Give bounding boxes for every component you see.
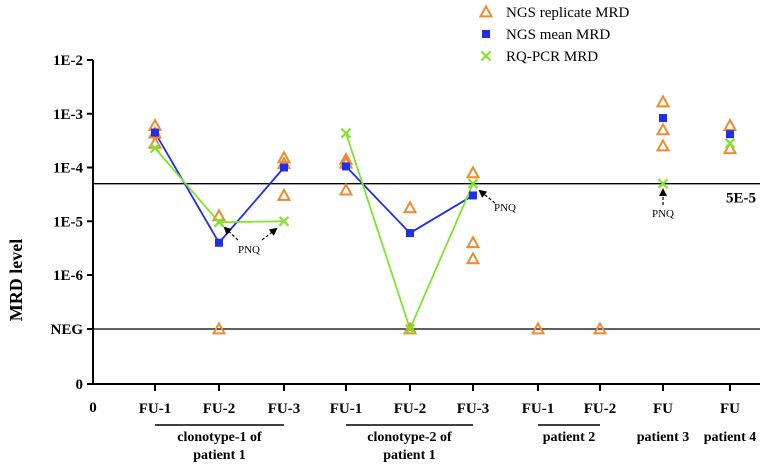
data-point-ngs-replicate-mrd	[276, 187, 292, 201]
data-point-ngs-mean-mrd	[151, 128, 159, 137]
data-point-ngs-replicate-mrd	[465, 251, 481, 265]
data-point-ngs-replicate-mrd	[402, 321, 418, 335]
legend-label: NGS mean MRD	[506, 27, 610, 43]
data-point-ngs-replicate-mrd	[655, 94, 671, 108]
data-point-ngs-mean-mrd	[215, 238, 223, 247]
data-point-ngs-replicate-mrd	[211, 321, 227, 335]
x-tick-label: FU-2	[203, 401, 236, 417]
axes: 1E-2 1E-3 1E-4 1E-5 1E-6 NEG 00 FU-1 FU-2 FU-3 FU-…	[50, 53, 760, 463]
x-tick-label: FU-2	[394, 401, 427, 417]
group-label: clonotype-2 of	[367, 430, 452, 445]
legend-marker	[482, 30, 490, 38]
y-tick-label: 0	[76, 377, 84, 393]
annotation-arrow	[261, 227, 278, 241]
data-point-ngs-replicate-mrd	[465, 165, 481, 179]
data-point-rq-pcr-mrd	[213, 217, 225, 228]
data-point-ngs-mean-mrd	[280, 163, 288, 172]
data-point-ngs-mean-mrd	[659, 114, 667, 123]
annotation-arrow	[223, 226, 239, 241]
x-tick-label: FU	[720, 401, 740, 417]
series-lines	[154, 132, 474, 332]
group-label-line2: patient 1	[193, 448, 246, 463]
data-point-ngs-replicate-mrd	[465, 235, 481, 249]
data-point-ngs-replicate-mrd	[530, 321, 546, 335]
series-marks	[147, 94, 738, 335]
y-tick-label: 1E-5	[53, 214, 83, 230]
data-point-rq-pcr-mrd	[340, 127, 352, 139]
data-point-ngs-replicate-mrd	[655, 122, 671, 136]
x-tick-label: FU-1	[522, 401, 555, 417]
data-point-ngs-mean-mrd	[726, 130, 734, 139]
data-point-ngs-replicate-mrd	[338, 182, 354, 196]
annotation-label: PNQ	[652, 208, 674, 220]
y-tick-label: 1E-4	[53, 161, 84, 177]
x-tick-label: FU-3	[457, 401, 490, 417]
legend-label: RQ-PCR MRD	[506, 49, 598, 65]
data-point-ngs-replicate-mrd	[722, 118, 738, 131]
annotations: PNQ PNQ PNQ	[223, 188, 674, 256]
data-point-ngs-mean-mrd	[406, 229, 414, 238]
data-point-ngs-replicate-mrd	[276, 150, 292, 164]
legend: NGS replicate MRD NGS mean MRD RQ-PCR MRD	[478, 4, 629, 65]
legend-marker	[478, 4, 494, 18]
reference-line-label: 5E-5	[726, 191, 756, 207]
data-point-ngs-replicate-mrd	[592, 321, 608, 335]
data-point-ngs-replicate-mrd	[211, 208, 227, 222]
group-label: patient 3	[637, 430, 690, 445]
group-label: patient 4	[704, 430, 757, 445]
data-point-rq-pcr-mrd	[724, 138, 736, 149]
data-point-rq-pcr-mrd	[657, 178, 669, 189]
data-point-ngs-mean-mrd	[469, 191, 477, 200]
data-point-rq-pcr-mrd	[404, 323, 416, 335]
x-tick-label: FU-1	[330, 401, 363, 417]
y-tick-label: 1E-3	[53, 107, 83, 123]
group-label: patient 2	[543, 430, 596, 445]
x-tick-label: FU-3	[268, 401, 301, 417]
x-tick-label: FU-2	[584, 401, 617, 417]
annotation-label: PNQ	[238, 244, 260, 256]
x-tick-label: FU	[653, 401, 673, 417]
series-line-ngs-mean-mrd	[154, 132, 285, 245]
legend-label: NGS replicate MRD	[506, 5, 629, 21]
data-point-rq-pcr-mrd	[149, 142, 161, 154]
y-axis-title: MRD level	[6, 239, 26, 321]
annotation-arrow	[478, 189, 496, 204]
y-tick-label: NEG	[50, 322, 83, 338]
y-tick-label: 1E-6	[53, 268, 84, 284]
data-point-ngs-mean-mrd	[342, 162, 350, 171]
reference-lines: 5E-5	[93, 183, 760, 330]
data-point-ngs-replicate-mrd	[655, 138, 671, 152]
x-origin-label: 0	[89, 400, 97, 416]
group-label-line2: patient 1	[383, 448, 436, 463]
data-point-rq-pcr-mrd	[467, 178, 479, 189]
data-point-rq-pcr-mrd	[278, 215, 290, 227]
data-point-ngs-replicate-mrd	[722, 141, 738, 155]
legend-marker	[480, 50, 492, 62]
y-tick-label: 1E-2	[53, 53, 83, 69]
series-line-ngs-mean-mrd	[345, 165, 474, 235]
data-point-ngs-replicate-mrd	[402, 200, 418, 214]
group-label: clonotype-1 of	[177, 430, 262, 445]
x-tick-label: FU-1	[139, 401, 172, 417]
annotation-label: PNQ	[494, 202, 516, 214]
